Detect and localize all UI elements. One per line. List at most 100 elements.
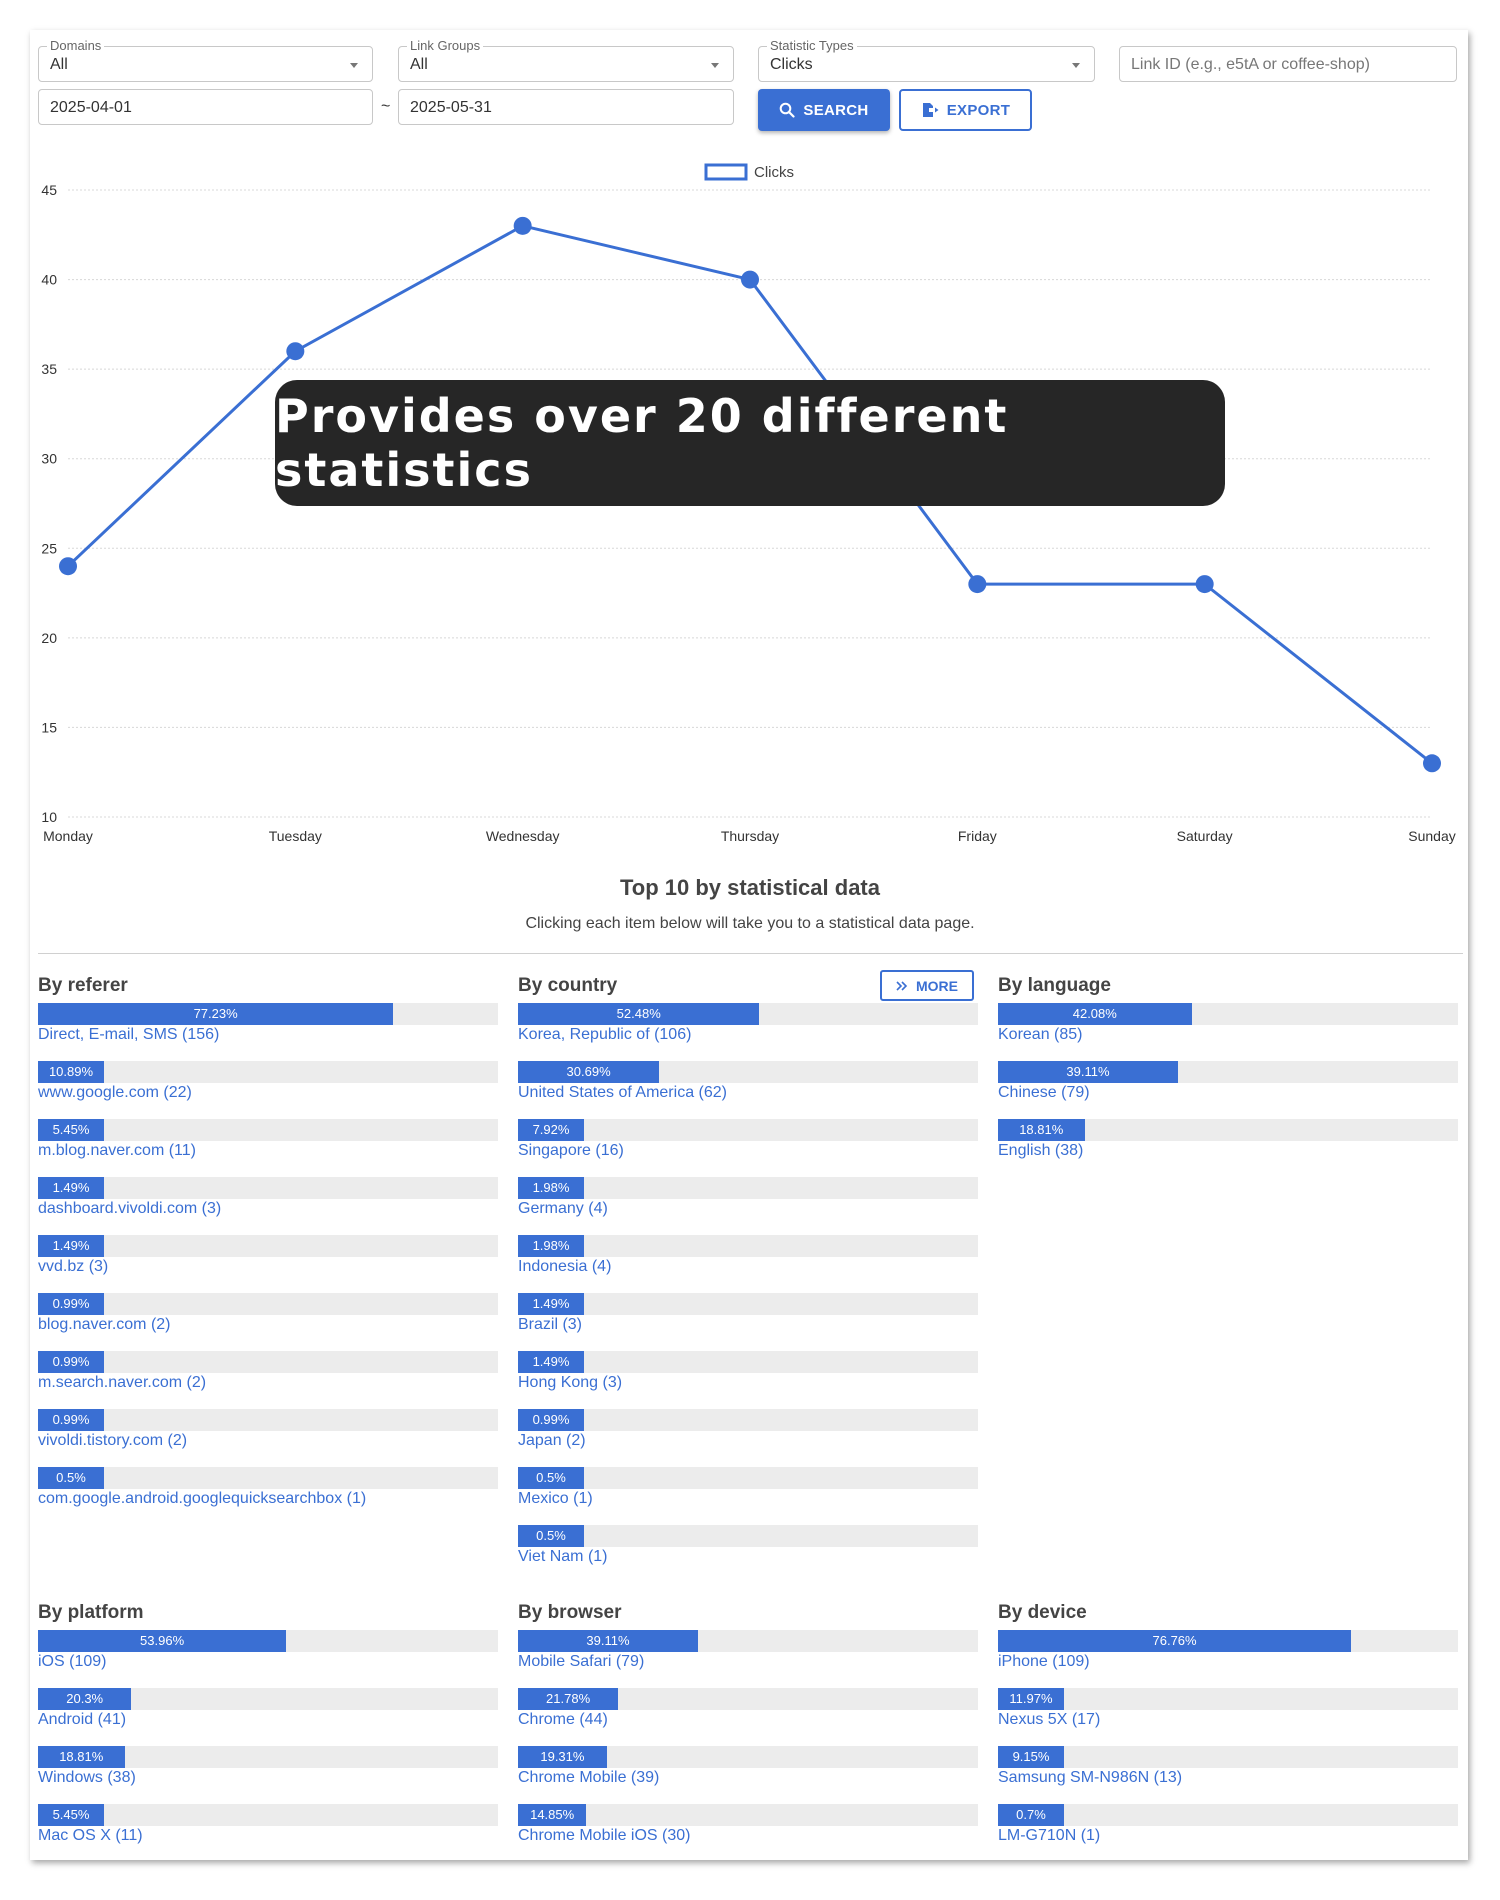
stat-item[interactable]: 18.81% Windows (38)	[38, 1741, 498, 1799]
search-button[interactable]: SEARCH	[758, 89, 890, 131]
stat-item[interactable]: 0.99% m.search.naver.com (2)	[38, 1346, 498, 1404]
stat-item-link[interactable]: vivoldi.tistory.com (2)	[38, 1432, 188, 1449]
stat-item-link[interactable]: iOS (109)	[38, 1653, 107, 1670]
stat-item-link[interactable]: Germany (4)	[518, 1200, 608, 1217]
group-title: By language	[998, 975, 1111, 996]
stat-item[interactable]: 77.23% Direct, E-mail, SMS (156)	[38, 998, 498, 1056]
stat-item[interactable]: 0.7% LM-G710N (1)	[998, 1799, 1458, 1857]
stat-item-link[interactable]: Korea, Republic of (106)	[518, 1026, 692, 1043]
stat-item[interactable]: 0.99% vivoldi.tistory.com (2)	[38, 1404, 498, 1462]
data-point	[968, 575, 987, 594]
stat-item[interactable]: 7.92% Singapore (16)	[518, 1114, 978, 1172]
stat-item-link[interactable]: Chrome Mobile iOS (30)	[518, 1827, 691, 1844]
stat-item-link[interactable]: www.google.com (22)	[38, 1084, 192, 1101]
group-title: By browser	[518, 1602, 622, 1623]
more-button-label: MORE	[916, 977, 958, 994]
stat-bar-track: 1.98%	[518, 1235, 978, 1257]
stat-bar-fill: 42.08%	[998, 1003, 1192, 1025]
stat-item-link[interactable]: Brazil (3)	[518, 1316, 583, 1333]
stat-item-link[interactable]: Mac OS X (11)	[38, 1827, 143, 1844]
stat-item[interactable]: 1.98% Indonesia (4)	[518, 1230, 978, 1288]
stat-item-link[interactable]: Chinese (79)	[998, 1084, 1090, 1101]
stat-item-link[interactable]: dashboard.vivoldi.com (3)	[38, 1200, 222, 1217]
stat-item-link[interactable]: Nexus 5X (17)	[998, 1711, 1101, 1728]
chevron-down-icon	[1072, 63, 1080, 68]
stat-item[interactable]: 11.97% Nexus 5X (17)	[998, 1683, 1458, 1741]
stat-item[interactable]: 5.45% m.blog.naver.com (11)	[38, 1114, 498, 1172]
stat-item[interactable]: 0.99% Japan (2)	[518, 1404, 978, 1462]
domains-select[interactable]: Domains All	[38, 39, 373, 82]
stat-item-link[interactable]: Samsung SM-N986N (13)	[998, 1769, 1183, 1786]
stat-item[interactable]: 1.49% Brazil (3)	[518, 1288, 978, 1346]
stat-item-link[interactable]: vvd.bz (3)	[38, 1258, 109, 1275]
group-device: By device 76.76% iPhone (109) 11.97% Nexus 5…	[998, 1601, 1458, 1857]
link-groups-select[interactable]: Link Groups All	[398, 39, 734, 82]
date-to-input[interactable]: 2025-05-31	[398, 89, 734, 125]
stat-item-link[interactable]: United States of America (62)	[518, 1084, 727, 1101]
stat-item[interactable]: 20.3% Android (41)	[38, 1683, 498, 1741]
stat-item[interactable]: 76.76% iPhone (109)	[998, 1625, 1458, 1683]
stat-item[interactable]: 5.45% Mac OS X (11)	[38, 1799, 498, 1857]
stat-bar-fill: 30.69%	[518, 1061, 660, 1083]
stat-item-link[interactable]: blog.naver.com (2)	[38, 1316, 171, 1333]
stat-item-link[interactable]: Korean (85)	[998, 1026, 1083, 1043]
stat-item[interactable]: 0.5% Mexico (1)	[518, 1462, 978, 1520]
stat-bar-fill: 0.5%	[518, 1525, 584, 1547]
stat-item-link[interactable]: Chrome (44)	[518, 1711, 608, 1728]
stat-bar-track: 77.23%	[38, 1003, 498, 1025]
stat-item[interactable]: 30.69% United States of America (62)	[518, 1056, 978, 1114]
stat-item[interactable]: 18.81% English (38)	[998, 1114, 1458, 1172]
stat-bar-track: 1.49%	[518, 1351, 978, 1373]
stat-item[interactable]: 14.85% Chrome Mobile iOS (30)	[518, 1799, 978, 1857]
stat-item[interactable]: 1.49% dashboard.vivoldi.com (3)	[38, 1172, 498, 1230]
stat-bar-track: 39.11%	[998, 1061, 1458, 1083]
stat-item-link[interactable]: Viet Nam (1)	[518, 1548, 608, 1565]
link-id-input[interactable]: Link ID (e.g., e5tA or coffee-shop)	[1119, 46, 1457, 82]
stat-bar-fill: 18.81%	[998, 1119, 1085, 1141]
stat-item[interactable]: 9.15% Samsung SM-N986N (13)	[998, 1741, 1458, 1799]
group-title: By country	[518, 975, 618, 996]
stat-bar-track: 19.31%	[518, 1746, 978, 1768]
stat-item[interactable]: 21.78% Chrome (44)	[518, 1683, 978, 1741]
stat-item-link[interactable]: Singapore (16)	[518, 1142, 624, 1159]
search-button-label: SEARCH	[803, 101, 869, 119]
stat-bar-track: 9.15%	[998, 1746, 1458, 1768]
stat-item-link[interactable]: English (38)	[998, 1142, 1084, 1159]
stat-item-link[interactable]: Android (41)	[38, 1711, 127, 1728]
stat-item-link[interactable]: iPhone (109)	[998, 1653, 1090, 1670]
stat-item[interactable]: 39.11% Chinese (79)	[998, 1056, 1458, 1114]
stat-item[interactable]: 19.31% Chrome Mobile (39)	[518, 1741, 978, 1799]
stat-item[interactable]: 10.89% www.google.com (22)	[38, 1056, 498, 1114]
stat-bar-track: 20.3%	[38, 1688, 498, 1710]
stat-item-link[interactable]: Japan (2)	[518, 1432, 586, 1449]
stat-bar-track: 39.11%	[518, 1630, 978, 1652]
stat-bar-track: 52.48%	[518, 1003, 978, 1025]
stat-item-link[interactable]: m.blog.naver.com (11)	[38, 1142, 196, 1159]
stat-item-link[interactable]: Chrome Mobile (39)	[518, 1769, 660, 1786]
statistic-types-select[interactable]: Statistic Types Clicks	[758, 39, 1095, 82]
date-from-input[interactable]: 2025-04-01	[38, 89, 373, 125]
stat-item[interactable]: 1.49% vvd.bz (3)	[38, 1230, 498, 1288]
legend-label: Clicks	[754, 164, 794, 181]
stat-item-link[interactable]: com.google.android.googlequicksearchbox …	[38, 1490, 367, 1507]
stat-item[interactable]: 0.99% blog.naver.com (2)	[38, 1288, 498, 1346]
stat-item-link[interactable]: Mobile Safari (79)	[518, 1653, 645, 1670]
stat-item-link[interactable]: Indonesia (4)	[518, 1258, 612, 1275]
stat-item[interactable]: 53.96% iOS (109)	[38, 1625, 498, 1683]
stat-item-link[interactable]: LM-G710N (1)	[998, 1827, 1101, 1844]
stat-item[interactable]: 0.5% Viet Nam (1)	[518, 1520, 978, 1578]
stat-item[interactable]: 39.11% Mobile Safari (79)	[518, 1625, 978, 1683]
stat-item-link[interactable]: Hong Kong (3)	[518, 1374, 623, 1391]
stat-item[interactable]: 52.48% Korea, Republic of (106)	[518, 998, 978, 1056]
stat-item[interactable]: 1.49% Hong Kong (3)	[518, 1346, 978, 1404]
domains-value: All	[50, 56, 68, 73]
stat-item-link[interactable]: m.search.naver.com (2)	[38, 1374, 207, 1391]
stat-item[interactable]: 1.98% Germany (4)	[518, 1172, 978, 1230]
stat-item-link[interactable]: Direct, E-mail, SMS (156)	[38, 1026, 220, 1043]
stat-item[interactable]: 42.08% Korean (85)	[998, 998, 1458, 1056]
country-more-button[interactable]: MORE	[880, 970, 974, 1001]
export-button[interactable]: EXPORT	[899, 89, 1032, 131]
stat-item[interactable]: 0.5% com.google.android.googlequicksearch…	[38, 1462, 498, 1520]
stat-item-link[interactable]: Mexico (1)	[518, 1490, 593, 1507]
stat-item-link[interactable]: Windows (38)	[38, 1769, 136, 1786]
